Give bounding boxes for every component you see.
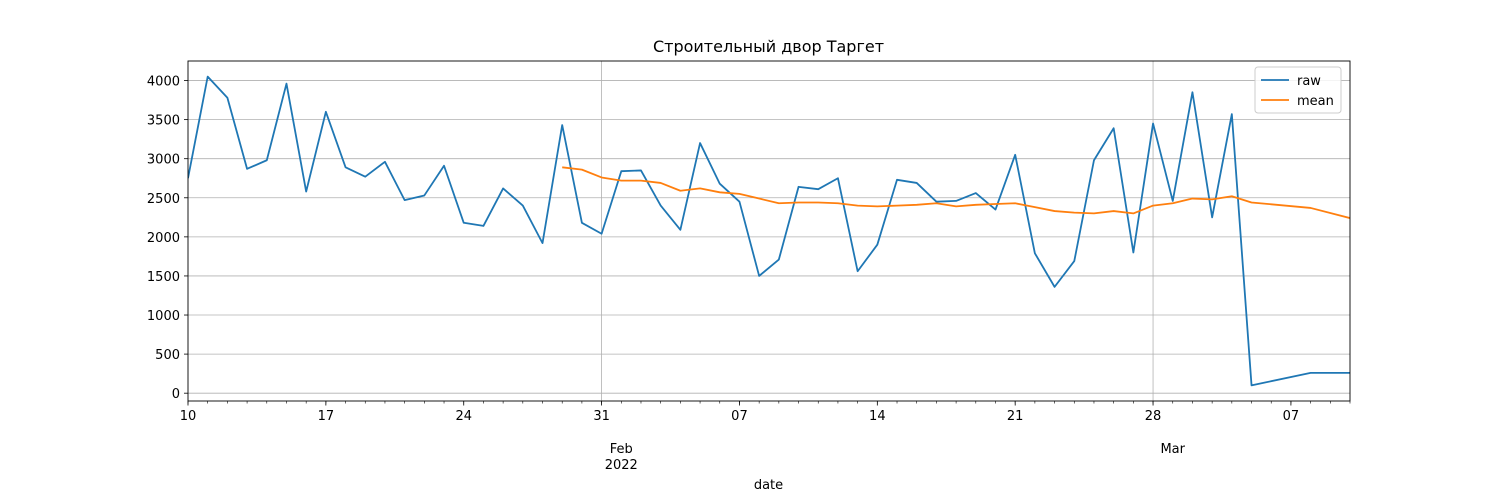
y-tick-label: 4000: [147, 75, 180, 90]
y-tick-label: 1500: [147, 270, 180, 285]
x-tick-sublabel: 2022: [605, 458, 638, 473]
y-tick-label: 2000: [147, 231, 180, 246]
chart-title: Строительный двор Таргет: [653, 37, 884, 56]
x-tick-label: 31: [593, 409, 610, 424]
series-line-mean: [562, 166, 1350, 219]
plot-frame: [187, 60, 1351, 402]
x-axis-label: date: [754, 478, 783, 493]
legend: raw mean: [1254, 66, 1342, 114]
legend-label-raw: raw: [1297, 74, 1321, 89]
y-tick-label: 2500: [147, 192, 180, 207]
y-tick-label: 0: [172, 387, 180, 402]
legend-label-mean: mean: [1297, 94, 1334, 109]
series-lines: [188, 75, 1350, 387]
x-tick-label: 07: [1283, 409, 1300, 424]
x-tick-label: 10: [180, 409, 197, 424]
series-line-raw: [188, 75, 1350, 387]
x-tick-label: Mar: [1160, 442, 1185, 457]
x-tick-label: 17: [318, 409, 335, 424]
y-tick-label: 500: [155, 348, 180, 363]
x-tick-label: 24: [455, 409, 472, 424]
x-tick-label: 07: [731, 409, 748, 424]
y-tick-label: 3000: [147, 153, 180, 168]
x-tick-label: 28: [1145, 409, 1162, 424]
legend-box: [1254, 66, 1342, 114]
x-tick-label: Feb: [610, 442, 633, 457]
x-tick-label: 14: [869, 409, 886, 424]
x-tick-label: 21: [1007, 409, 1024, 424]
y-tick-label: 1000: [147, 309, 180, 324]
y-tick-label: 3500: [147, 114, 180, 129]
axes: 0 500 1000 1500 2000 2500 3000 3500 4000 10 17 24 31…: [147, 60, 1351, 473]
